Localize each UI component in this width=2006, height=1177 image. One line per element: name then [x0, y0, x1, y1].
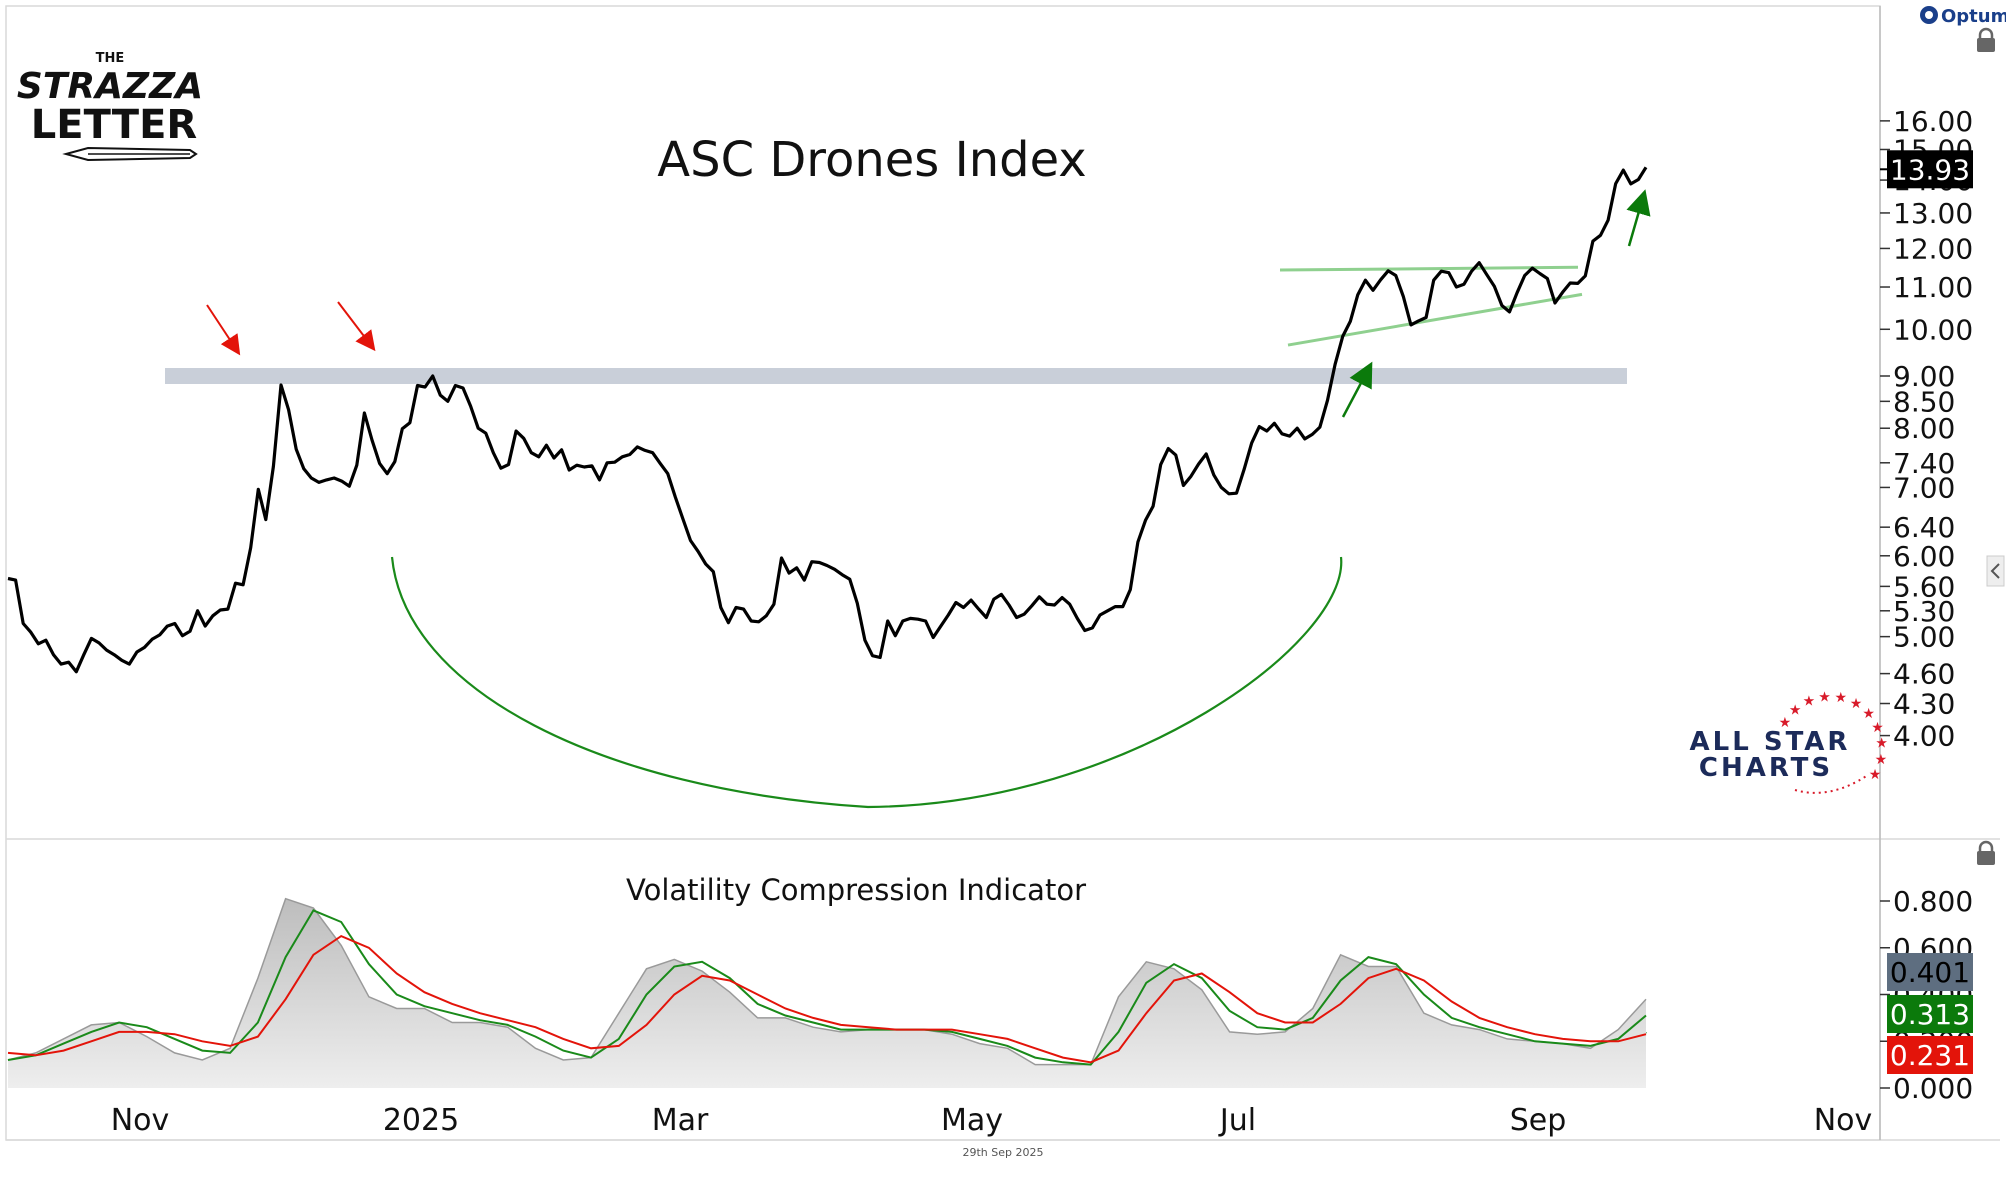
x-axis-labels: Nov 2025 Mar May Jul Sep Nov [111, 1103, 1873, 1138]
footer-date: 29th Sep 2025 [962, 1146, 1043, 1159]
lock-icon[interactable] [1977, 27, 1995, 52]
star-icon: ★ [1875, 736, 1888, 752]
upper-trendline [1279, 265, 1579, 272]
star-icon: ★ [1875, 752, 1888, 768]
y-tick-label: 9.00 [1893, 360, 1955, 393]
y-tick-label: 8.00 [1893, 412, 1955, 445]
y-tick-label: 6.00 [1893, 540, 1955, 573]
x-tick-label: Nov [1814, 1103, 1873, 1138]
y-tick-label: 12.00 [1893, 232, 1973, 265]
resistance-band [165, 368, 1627, 384]
star-icon: ★ [1850, 696, 1863, 712]
star-icon: ★ [1803, 693, 1816, 709]
y-tick-label: 0.800 [1893, 885, 1973, 918]
y-tick-label: 7.40 [1893, 447, 1955, 480]
volatility-series [7, 897, 1647, 1088]
optuma-text: Optuma [1941, 6, 2006, 27]
x-tick-label: Mar [652, 1103, 709, 1138]
lower-trendline [1287, 292, 1583, 347]
star-icon: ★ [1869, 767, 1882, 783]
last-price-badge [1887, 150, 1973, 189]
y-tick-label: 8.50 [1893, 385, 1955, 418]
volatility-line [7, 897, 1647, 1066]
star-icon: ★ [1871, 720, 1884, 736]
logo-the: THE [96, 51, 125, 66]
y-tick-label: 4.30 [1893, 688, 1955, 721]
price-series [7, 166, 1648, 674]
all-star-charts-logo: ALL STAR CHARTS ★★★ ★ ★ ★★★★★★ [1690, 689, 1888, 794]
y-tick-label: 5.60 [1893, 570, 1955, 603]
star-icon: ★ [1818, 689, 1831, 705]
last-value-badges: 13.93 0.401 0.313 0.231 [1880, 150, 1973, 1074]
logo-charts: CHARTS [1699, 753, 1833, 783]
pen-icon [62, 146, 198, 162]
strazza-letter-logo: THE STRAZZA LETTER [17, 51, 203, 162]
y-tick-label: 4.60 [1893, 658, 1955, 691]
logo-strazza: STRAZZA [17, 66, 203, 107]
green-arrow [1626, 189, 1651, 247]
star-arc-icon: ★★★ ★ ★ ★★★★★★ [1779, 689, 1888, 794]
indicator-title: Volatility Compression Indicator [626, 873, 1086, 907]
last-value-label: 0.401 [1890, 956, 1970, 989]
logo-letter: LETTER [31, 102, 197, 148]
x-tick-label: Sep [1510, 1103, 1567, 1138]
x-tick-label: Jul [1218, 1103, 1256, 1138]
last-value-label: 0.231 [1890, 1039, 1970, 1072]
star-icon: ★ [1862, 706, 1875, 722]
green-arrow [1341, 361, 1373, 418]
red-arrow [337, 301, 376, 352]
price-annotations [165, 189, 1651, 1076]
logo-all-star: ALL STAR [1690, 727, 1851, 757]
red-arrow [206, 304, 241, 356]
y-tick-label: 6.40 [1893, 511, 1955, 544]
y-tick-label: 7.00 [1893, 471, 1955, 504]
y-tick-label: 13.00 [1893, 197, 1973, 230]
star-icon: ★ [1835, 690, 1848, 706]
optuma-logo: Optuma [1920, 6, 2006, 27]
slow-signal-line [7, 934, 1647, 1064]
dotted-arc [1794, 774, 1869, 794]
last-value-badge [1887, 1036, 1973, 1074]
x-tick-label: Nov [111, 1103, 170, 1138]
last-value-badge [1887, 995, 1973, 1033]
last-price-label: 13.93 [1890, 153, 1970, 186]
fast-signal-line [7, 909, 1647, 1066]
y-tick-label: 0.000 [1893, 1072, 1973, 1105]
x-tick-label: 2025 [383, 1103, 459, 1138]
star-icon: ★ [1779, 715, 1792, 731]
y-tick-label: 11.00 [1893, 271, 1973, 304]
cup-arc [390, 556, 1343, 809]
volatility-area [8, 898, 1646, 1088]
star-icon: ★ [1789, 702, 1802, 718]
y-tick-label: 5.00 [1893, 621, 1955, 654]
last-value-label: 0.313 [1890, 998, 1970, 1031]
y-tick-label: 16.00 [1893, 105, 1973, 138]
last-value-badge [1887, 953, 1973, 991]
chart-title: ASC Drones Index [657, 132, 1086, 188]
x-tick-label: May [941, 1103, 1003, 1138]
chevron-left-icon[interactable] [1986, 555, 2005, 587]
price-line [7, 166, 1648, 674]
y-tick-label: 10.00 [1893, 313, 1973, 346]
y-tick-label: 5.30 [1893, 595, 1955, 628]
lock-icon[interactable] [1977, 840, 1995, 865]
y-tick-label: 4.00 [1893, 720, 1955, 753]
price-axis: 16.0015.0014.0013.0012.0011.0010.009.008… [1880, 105, 1973, 753]
